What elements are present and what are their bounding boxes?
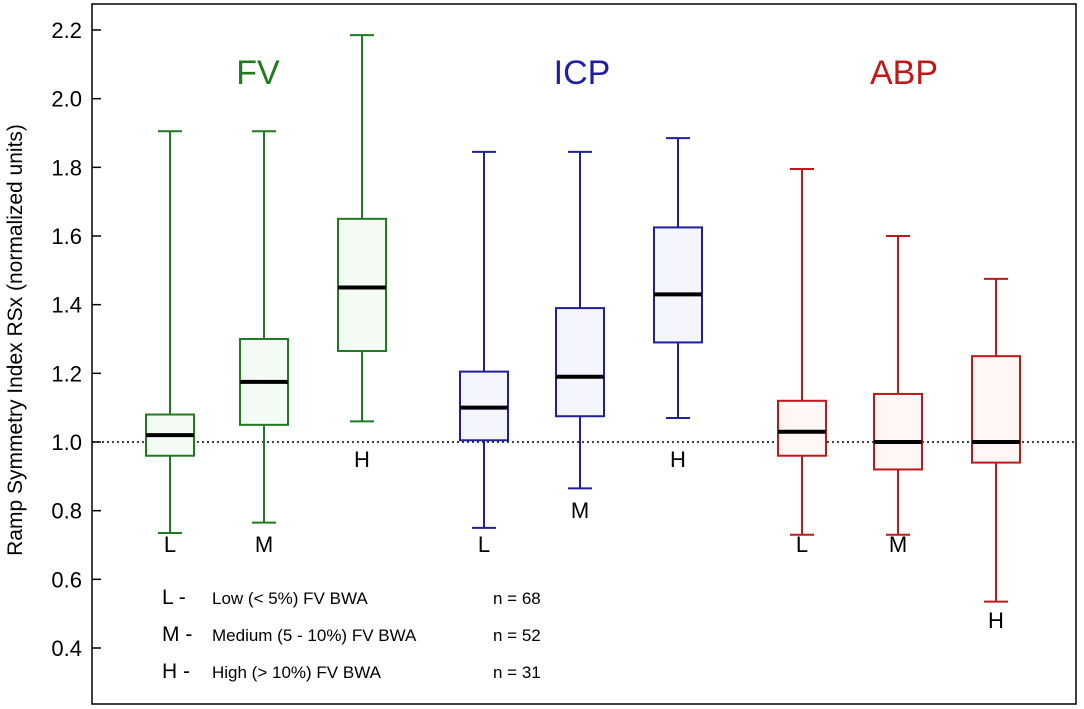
legend-n: n = 68 (493, 589, 541, 608)
box-fv-m: M (240, 131, 288, 557)
legend-text: Low (< 5%) FV BWA (212, 589, 368, 608)
category-label: L (796, 532, 808, 557)
iqr-box (778, 401, 826, 456)
box-icp-m: M (556, 152, 604, 523)
category-label: L (164, 532, 176, 557)
legend-n: n = 31 (493, 663, 541, 682)
category-label: M (889, 532, 907, 557)
group-title-fv: FV (236, 54, 280, 92)
y-tick-label: 2.2 (51, 18, 82, 43)
y-tick-label: 0.8 (51, 499, 82, 524)
legend-row-2: H - High (> 10%) FV BWA n = 31 (162, 660, 541, 683)
group-title-icp: ICP (554, 54, 611, 92)
legend-key: M - (162, 623, 192, 646)
y-tick-label: 1.2 (51, 361, 82, 386)
category-label: L (478, 532, 490, 557)
legend-n: n = 52 (493, 626, 541, 645)
box-abp-m: M (874, 236, 922, 557)
category-label: H (988, 608, 1004, 633)
category-label: M (571, 498, 589, 523)
legend-row-0: L - Low (< 5%) FV BWA n = 68 (162, 586, 541, 609)
legend-text: Medium (5 - 10%) FV BWA (212, 626, 417, 645)
group-title-abp: ABP (870, 54, 938, 92)
box-abp-h: H (972, 279, 1020, 633)
box-icp-h: H (654, 138, 702, 472)
iqr-box (874, 394, 922, 470)
legend-key: H - (162, 660, 190, 683)
group-titles: FV ICP ABP (236, 54, 938, 92)
y-tick-label: 0.4 (51, 636, 82, 661)
y-tick-label: 0.6 (51, 567, 82, 592)
box-fv-l: L (146, 131, 194, 557)
y-tick-label: 2.0 (51, 87, 82, 112)
y-axis: 0.4 0.6 0.8 1.0 1.2 1.4 1.6 1.8 2.0 2.2 (51, 18, 101, 661)
legend-row-1: M - Medium (5 - 10%) FV BWA n = 52 (162, 623, 541, 646)
iqr-box (338, 219, 386, 351)
box-series-layer: L M H L M H L M H (146, 35, 1020, 633)
category-label: H (670, 447, 686, 472)
iqr-box (972, 356, 1020, 462)
category-label: H (354, 447, 370, 472)
y-tick-label: 1.4 (51, 293, 82, 318)
legend-text: High (> 10%) FV BWA (212, 663, 382, 682)
iqr-box (556, 308, 604, 416)
legend-key: L - (162, 586, 186, 609)
y-tick-label: 1.6 (51, 224, 82, 249)
category-label: M (255, 532, 273, 557)
box-abp-l: L (778, 169, 826, 557)
iqr-box (654, 227, 702, 342)
y-tick-label: 1.8 (51, 155, 82, 180)
y-axis-label: Ramp Symmetry Index RSx (normalized unit… (4, 124, 27, 556)
box-icp-l: L (460, 152, 508, 557)
boxplot-chart: Ramp Symmetry Index RSx (normalized unit… (0, 0, 1084, 709)
legend: L - Low (< 5%) FV BWA n = 68 M - Medium (5 -… (162, 586, 541, 683)
y-tick-label: 1.0 (51, 430, 82, 455)
box-fv-h: H (338, 35, 386, 472)
